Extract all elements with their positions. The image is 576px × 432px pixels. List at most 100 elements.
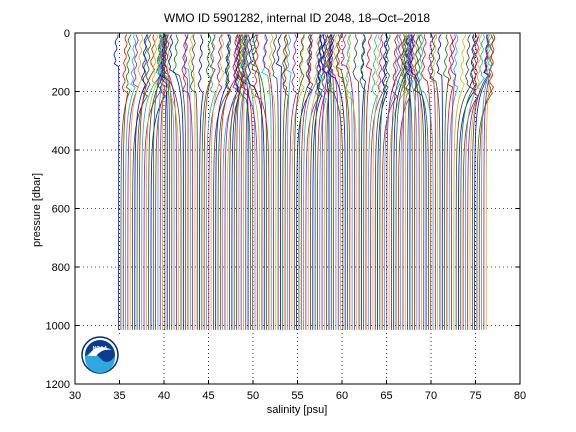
profile-line [182, 34, 191, 330]
profile-line [462, 34, 479, 330]
x-tick-label: 50 [247, 390, 259, 402]
profile-line [241, 34, 249, 330]
profile-line [360, 34, 366, 330]
profile-line [242, 34, 258, 330]
profile-line [471, 34, 490, 330]
profile-line [413, 34, 425, 330]
profile-line [377, 34, 388, 330]
profile-line [305, 34, 322, 330]
profile-line [121, 34, 129, 330]
profile-line [386, 34, 402, 330]
x-axis-label: salinity [psu] [267, 404, 328, 416]
profile-line [464, 34, 485, 330]
profile-line [125, 34, 137, 330]
profile-line [251, 34, 263, 330]
profile-line [129, 34, 144, 330]
noaa-logo-wave [85, 352, 115, 373]
profile-line [206, 34, 216, 330]
profile-line [340, 34, 355, 330]
profile-line [222, 34, 242, 330]
profile-line [266, 34, 277, 330]
profile-line [217, 34, 232, 330]
profile-line [136, 34, 152, 330]
profile-line [275, 34, 282, 330]
noaa-logo: NOAA [78, 334, 134, 380]
profile-line [323, 34, 333, 330]
profile-line [181, 34, 189, 330]
profile-line [157, 34, 164, 330]
profile-line [215, 34, 231, 330]
profile-line [307, 34, 320, 330]
profile-line [331, 34, 341, 330]
profile-line [469, 34, 483, 330]
profile-line [379, 34, 391, 330]
profile-line [481, 34, 493, 330]
profile-line [190, 34, 198, 330]
profile-line [345, 34, 358, 330]
profile-line [201, 34, 212, 330]
profile-line [370, 34, 384, 330]
profile-line [326, 34, 332, 330]
profile-line [319, 34, 327, 330]
y-tick-label: 800 [52, 262, 70, 274]
profile-line [231, 34, 241, 330]
x-tick-label: 75 [469, 390, 481, 402]
profile-line [312, 34, 323, 330]
profile-line [397, 34, 412, 330]
profile-line [400, 34, 407, 330]
profile-line [395, 34, 407, 330]
profile-line [253, 34, 270, 330]
profile-line [250, 34, 267, 330]
profile-line [314, 34, 327, 330]
profile-line [344, 34, 353, 330]
profile-line [203, 34, 216, 330]
profile-line [298, 34, 312, 330]
profile-line [391, 34, 406, 330]
profile-line [226, 34, 243, 330]
profile-line [233, 34, 244, 330]
profile-line [321, 34, 329, 330]
y-axis-label: pressure [dbar] [31, 173, 43, 247]
profile-line [317, 34, 328, 330]
profile-line [160, 34, 173, 330]
profile-line [320, 34, 330, 330]
profile-line [436, 34, 443, 330]
x-tick-label: 30 [69, 390, 81, 402]
x-tick-label: 40 [158, 390, 170, 402]
profile-line [139, 34, 156, 330]
profile-line [300, 34, 314, 330]
y-tick-label: 600 [52, 204, 70, 216]
profile-line [403, 34, 411, 330]
profile-line [229, 34, 241, 330]
profile-line [478, 34, 496, 330]
profile-line [485, 34, 492, 330]
profile-line [239, 34, 251, 330]
y-tick-label: 400 [52, 145, 70, 157]
profile-line [401, 34, 408, 330]
profile-line [384, 34, 401, 330]
profile-line [219, 34, 238, 330]
profile-line [372, 34, 381, 330]
profile-line [262, 34, 274, 330]
profile-lines [113, 34, 496, 330]
profile-line [450, 34, 457, 330]
profile-line [197, 34, 204, 330]
x-tick-label: 70 [425, 390, 437, 402]
profile-line [236, 34, 243, 330]
profile-line [448, 34, 459, 330]
profile-line [296, 34, 313, 330]
profile-line [127, 34, 139, 330]
y-tick-label: 1200 [46, 379, 70, 391]
profile-line [143, 34, 163, 330]
profile-line [145, 34, 158, 330]
profile-line [187, 34, 196, 330]
x-tick-label: 35 [113, 390, 125, 402]
profile-line [159, 34, 168, 330]
x-tick-label: 45 [202, 390, 214, 402]
profile-line [141, 34, 162, 330]
noaa-logo-text: NOAA [93, 346, 108, 352]
chart-title: WMO ID 5901282, internal ID 2048, 18–Oct… [164, 11, 430, 25]
profile-line [352, 34, 360, 330]
profile-line [474, 34, 490, 330]
